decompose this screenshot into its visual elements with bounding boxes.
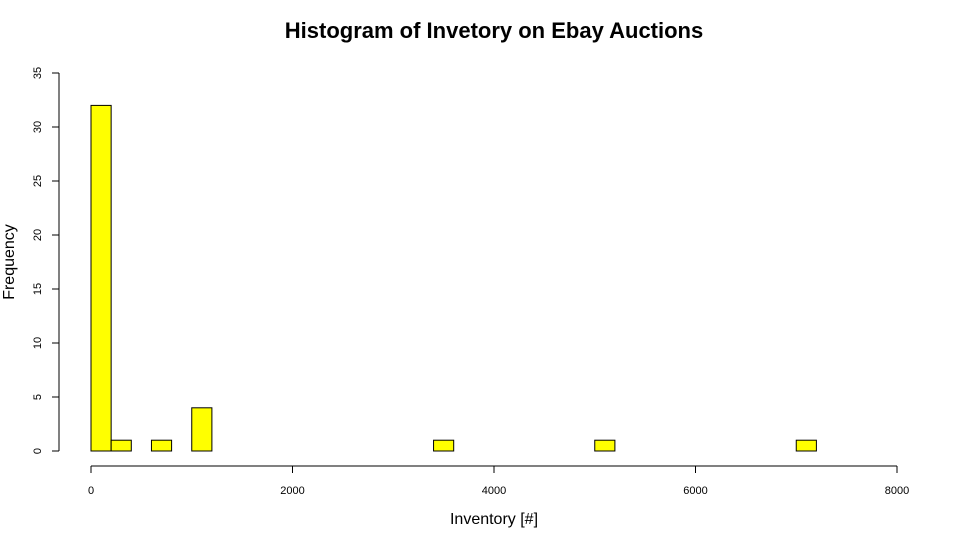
y-tick-label: 0 (32, 448, 44, 454)
y-axis: 0 5 10 15 20 25 30 35 (32, 67, 60, 454)
x-tick-label: 0 (88, 485, 94, 497)
chart-title: Histogram of Invetory on Ebay Auctions (285, 18, 703, 43)
y-tick-label: 25 (32, 175, 44, 187)
histogram-bar (795, 439, 817, 452)
y-tick-label: 10 (32, 337, 44, 349)
x-tick-label: 2000 (280, 485, 304, 497)
y-tick-label: 30 (32, 121, 44, 133)
histogram-bar (90, 104, 112, 452)
histogram-bar (433, 439, 455, 452)
x-axis: 0 2000 4000 6000 8000 (88, 465, 909, 497)
histogram-bar (110, 439, 132, 452)
x-tick-label: 4000 (482, 485, 506, 497)
y-tick-label: 15 (32, 283, 44, 295)
x-tick-label: 6000 (683, 485, 707, 497)
y-tick-label: 35 (32, 67, 44, 79)
histogram-bar (150, 439, 173, 452)
histogram-bars (90, 104, 817, 452)
y-tick-label: 20 (32, 229, 44, 241)
histogram-bar (594, 439, 616, 452)
y-tick-label: 5 (32, 394, 44, 400)
histogram-bar (191, 407, 213, 452)
x-axis-label: Inventory [#] (450, 511, 538, 528)
y-axis-label: Frequency (1, 224, 18, 300)
x-tick-label: 8000 (885, 485, 909, 497)
